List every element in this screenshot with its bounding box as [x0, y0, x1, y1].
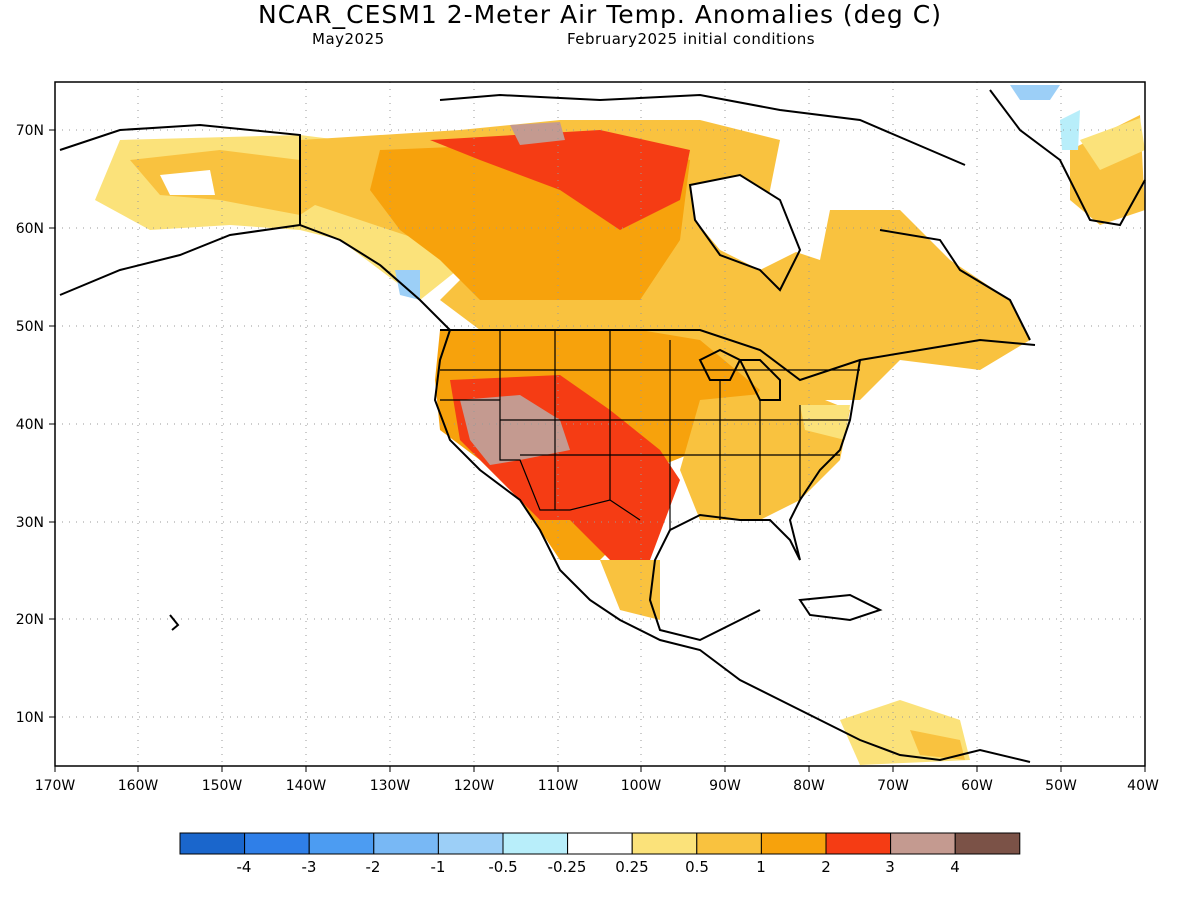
lat-label: 20N	[16, 612, 44, 628]
lon-label: 60W	[961, 778, 993, 794]
map-title: NCAR_CESM1 2-Meter Air Temp. Anomalies (…	[258, 0, 942, 29]
lon-label: 90W	[709, 778, 741, 794]
lat-label: 70N	[16, 123, 44, 139]
colorbar-swatch	[760, 832, 827, 855]
colorbar-label: 2	[821, 858, 831, 876]
colorbar-label: -2	[366, 858, 381, 876]
colorbar-label: -1	[431, 858, 446, 876]
colorbar-swatch	[954, 832, 1021, 855]
lat-label: 60N	[16, 221, 44, 237]
lat-label: 10N	[16, 710, 44, 726]
lon-label: 160W	[118, 778, 159, 794]
anomaly-shading	[95, 85, 1145, 765]
lon-label: 150W	[202, 778, 243, 794]
lon-label: 70W	[877, 778, 909, 794]
lon-label: 100W	[621, 778, 662, 794]
colorbar-swatch	[631, 832, 698, 855]
colorbar-swatch	[437, 832, 504, 855]
colorbar-swatch	[890, 832, 956, 855]
lon-label: 80W	[793, 778, 825, 794]
political-borders	[440, 330, 860, 530]
colorbar-swatch	[567, 832, 633, 855]
lat-label: 30N	[16, 515, 44, 531]
colorbar-label: -0.25	[548, 858, 587, 876]
colorbar-label: 4	[950, 858, 960, 876]
lon-labels: 170W 160W 150W 140W 130W 120W 110W 100W …	[35, 778, 1159, 794]
valid-month-label: May2025	[312, 30, 385, 48]
lon-label: 140W	[286, 778, 327, 794]
lon-label: 170W	[35, 778, 76, 794]
lon-label: 50W	[1045, 778, 1077, 794]
colorbar-label: 1	[756, 858, 766, 876]
colorbar-swatch	[696, 832, 762, 855]
colorbar-label: -0.5	[488, 858, 517, 876]
colorbar-swatch	[373, 832, 439, 855]
initial-conditions-label: February2025 initial conditions	[567, 30, 816, 48]
colorbar-swatch	[308, 832, 375, 855]
colorbar-label: 3	[885, 858, 895, 876]
colorbar-label: -4	[237, 858, 252, 876]
colorbar-swatch	[244, 832, 310, 855]
lon-label: 120W	[454, 778, 495, 794]
colorbar-labels: -4 -3 -2 -1 -0.5 -0.25 0.25 0.5 1 2 3 4	[237, 858, 960, 876]
colorbar-label: -3	[302, 858, 317, 876]
lat-labels: 10N 20N 30N 40N 50N 60N 70N	[16, 123, 44, 726]
colorbar-swatch	[825, 832, 892, 855]
lon-label: 130W	[370, 778, 411, 794]
colorbar-swatch	[179, 832, 246, 855]
colorbar-swatch	[502, 832, 569, 855]
colorbar	[179, 832, 1021, 855]
axis-ticks	[49, 129, 1146, 772]
lat-label: 40N	[16, 417, 44, 433]
lon-label: 110W	[538, 778, 579, 794]
colorbar-label: 0.25	[615, 858, 648, 876]
lon-label: 40W	[1127, 778, 1159, 794]
lat-label: 50N	[16, 319, 44, 335]
colorbar-label: 0.5	[685, 858, 709, 876]
